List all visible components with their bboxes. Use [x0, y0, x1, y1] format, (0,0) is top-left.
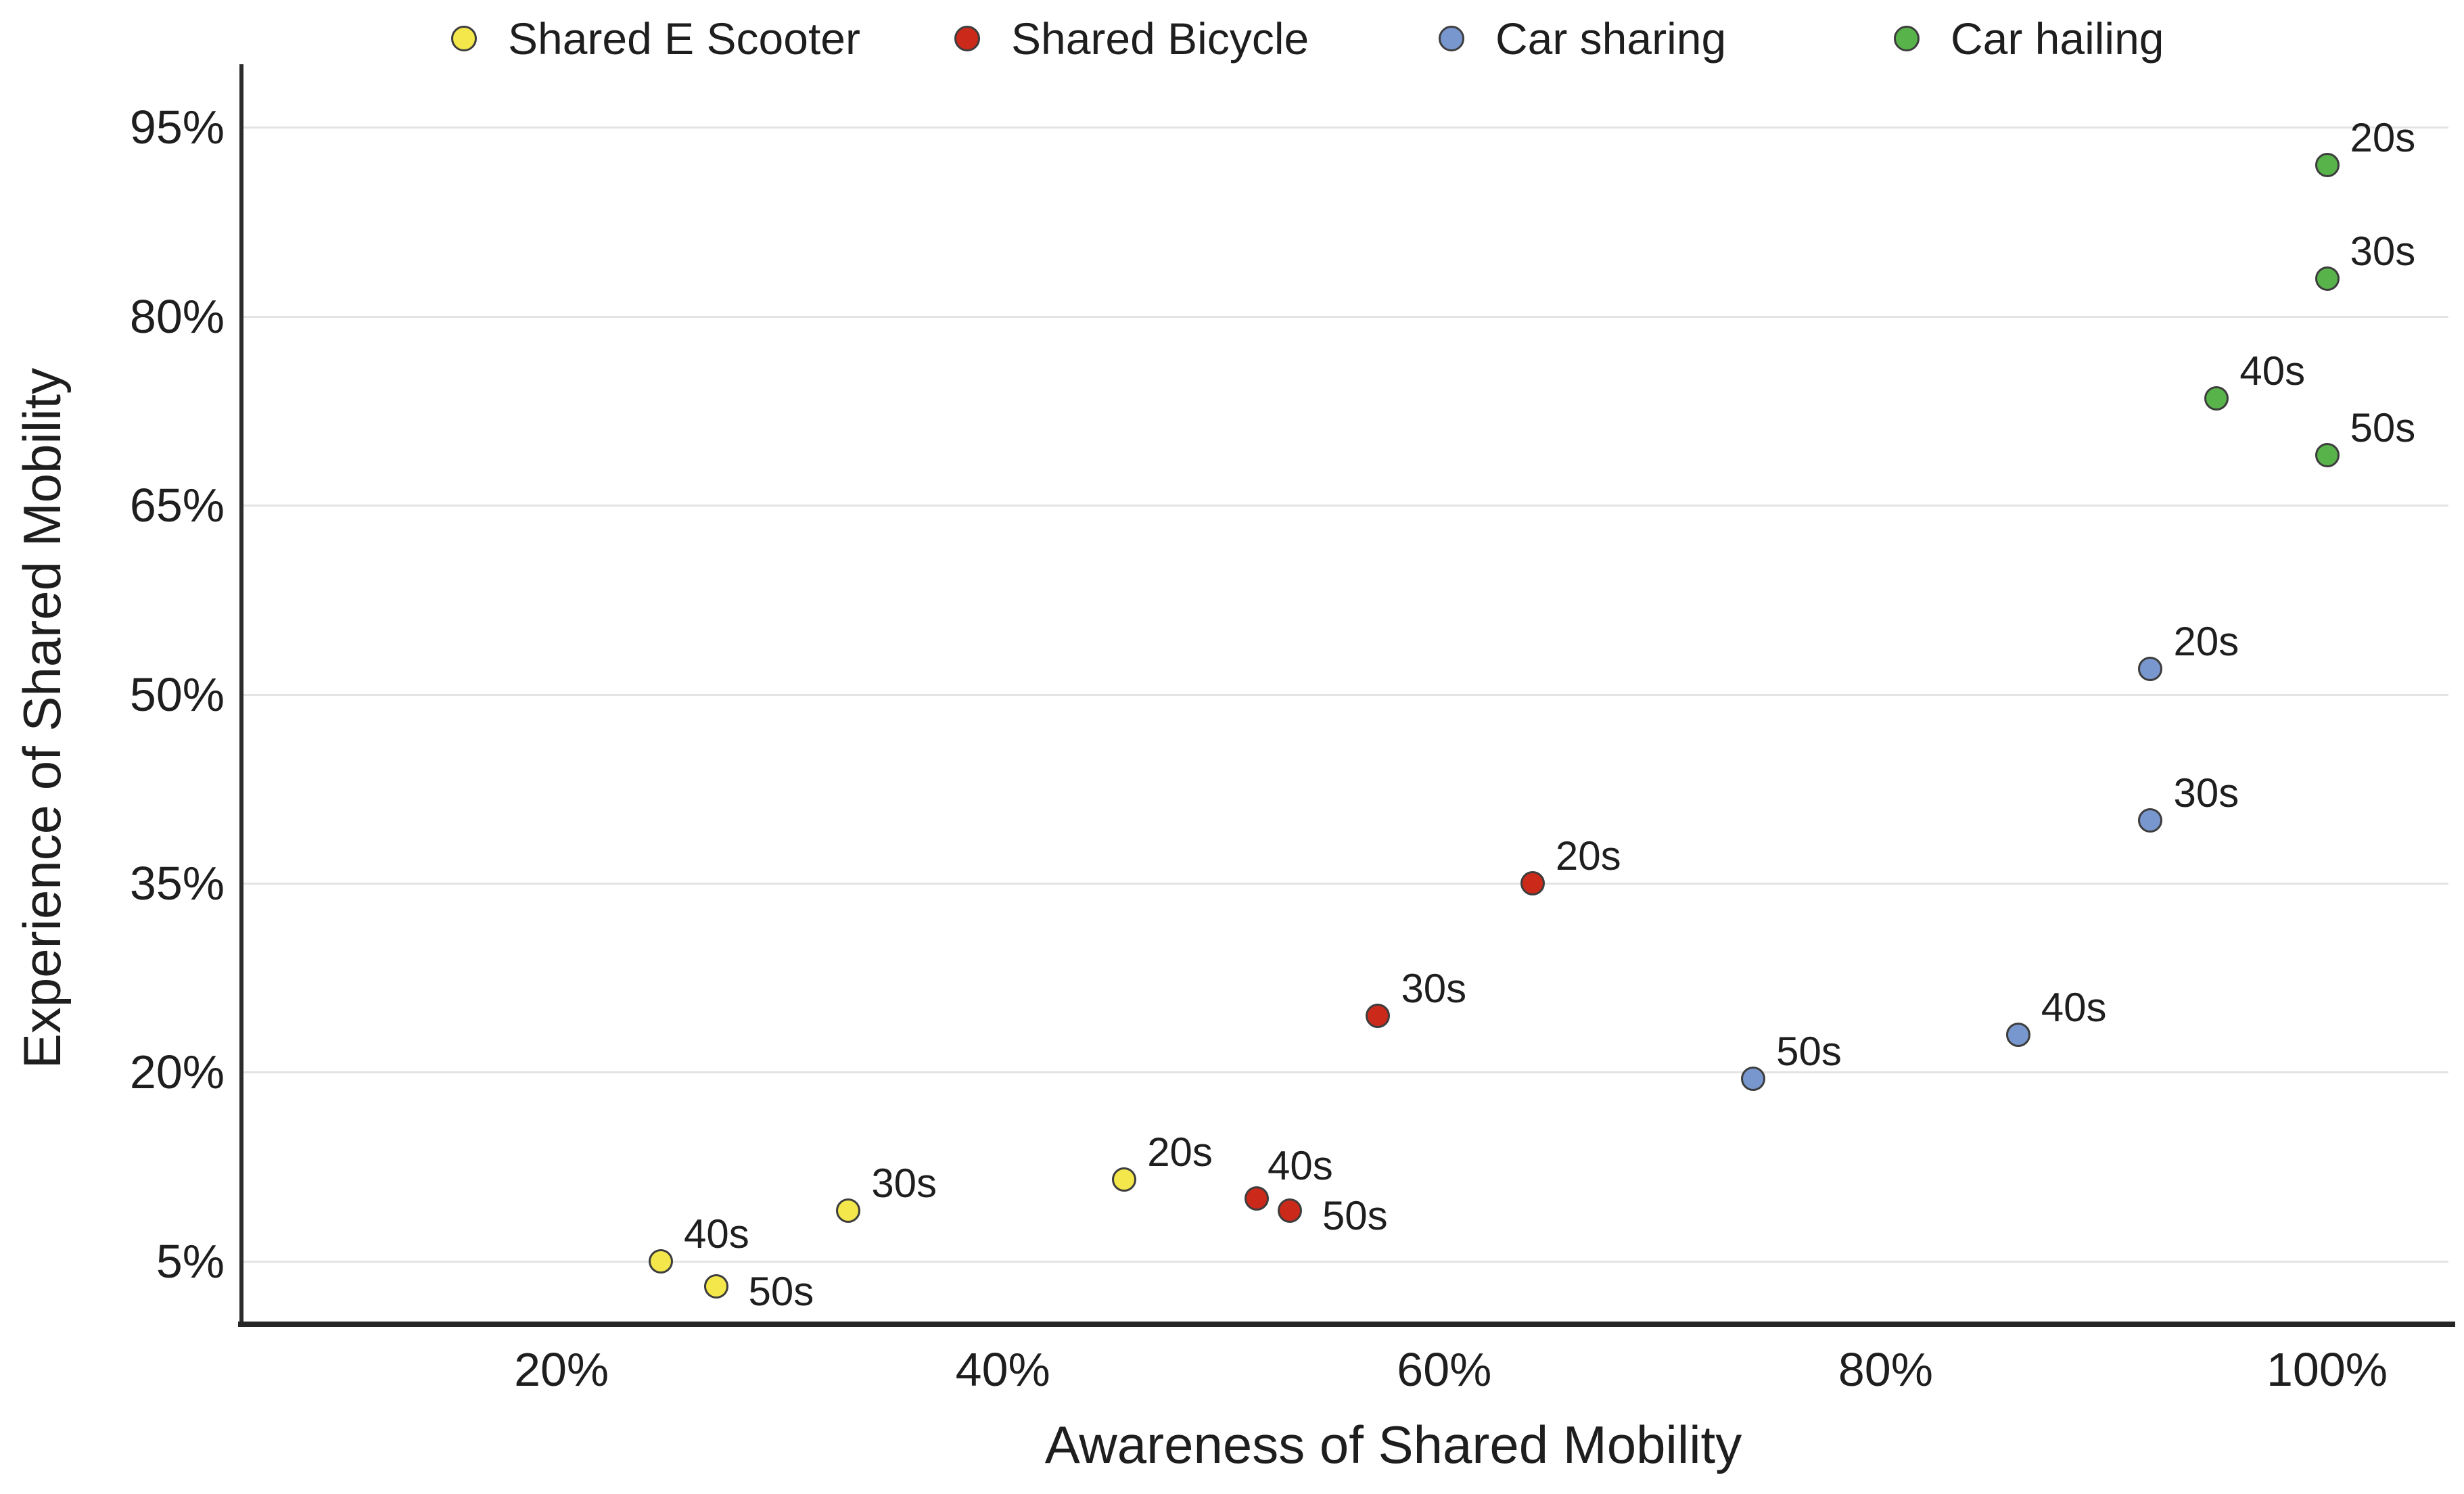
data-point-car-sharing-50s: [1741, 1066, 1766, 1091]
point-label-car-sharing-20s: 20s: [2173, 619, 2239, 665]
point-label-shared-e-scooter-50s: 50s: [748, 1269, 814, 1315]
gridline-y-65: [241, 505, 2448, 507]
point-label-car-hailing-40s: 40s: [2239, 348, 2306, 394]
gridline-y-5: [241, 1260, 2448, 1263]
x-axis-title: Awareness of Shared Mobility: [1044, 1415, 1742, 1474]
legend-marker-icon-shared-e-scooter: [451, 26, 477, 51]
data-point-shared-bicycle-30s: [1366, 1003, 1391, 1028]
data-point-car-sharing-40s: [2005, 1022, 2030, 1047]
legend-item-shared-e-scooter: Shared E Scooter: [451, 0, 860, 77]
x-tick-label-40: 40%: [955, 1343, 1050, 1396]
x-tick-label-100: 100%: [2267, 1343, 2388, 1396]
point-label-shared-bicycle-40s: 40s: [1267, 1142, 1333, 1188]
point-label-car-sharing-50s: 50s: [1776, 1028, 1842, 1074]
point-label-shared-e-scooter-20s: 20s: [1147, 1129, 1213, 1175]
data-point-car-sharing-20s: [2138, 657, 2163, 682]
legend: Shared E Scooter Shared Bicycle Car sharin…: [0, 0, 2464, 88]
x-axis-line: [238, 1322, 2455, 1327]
x-tick-label-20: 20%: [514, 1343, 609, 1396]
point-label-shared-e-scooter-30s: 30s: [871, 1161, 937, 1207]
point-label-shared-bicycle-50s: 50s: [1322, 1193, 1388, 1239]
y-tick-label-50: 50%: [129, 668, 225, 721]
legend-label-shared-bicycle: Shared Bicycle: [1011, 14, 1309, 64]
y-tick-label-65: 65%: [129, 479, 225, 532]
legend-marker-icon-car-hailing: [1894, 26, 1920, 51]
data-point-shared-bicycle-20s: [1520, 870, 1545, 895]
point-label-car-hailing-20s: 20s: [2350, 115, 2416, 161]
gridline-y-20: [241, 1071, 2448, 1074]
data-point-car-hailing-20s: [2315, 153, 2340, 178]
x-tick-label-80: 80%: [1838, 1343, 1933, 1396]
y-axis-title: Experience of Shared Mobility: [12, 367, 72, 1069]
y-tick-label-35: 35%: [129, 856, 225, 910]
point-label-shared-bicycle-30s: 30s: [1401, 965, 1467, 1011]
point-label-car-sharing-30s: 30s: [2173, 770, 2239, 816]
legend-label-car-sharing: Car sharing: [1495, 14, 1727, 64]
legend-marker-icon-shared-bicycle: [954, 26, 980, 51]
y-tick-label-80: 80%: [129, 289, 225, 343]
y-tick-label-5: 5%: [156, 1234, 225, 1288]
point-label-shared-e-scooter-40s: 40s: [683, 1211, 749, 1257]
legend-label-car-hailing: Car hailing: [1951, 14, 2164, 64]
legend-label-shared-e-scooter: Shared E Scooter: [508, 14, 860, 64]
x-tick-label-60: 60%: [1397, 1343, 1492, 1396]
y-axis-line: [239, 64, 243, 1327]
data-point-car-hailing-40s: [2204, 386, 2229, 411]
legend-item-car-sharing: Car sharing: [1439, 0, 1726, 77]
legend-marker-icon-car-sharing: [1439, 26, 1464, 51]
data-point-shared-e-scooter-30s: [836, 1198, 861, 1223]
gridline-y-50: [241, 693, 2448, 696]
data-point-car-sharing-30s: [2138, 808, 2163, 833]
legend-item-car-hailing: Car hailing: [1894, 0, 2164, 77]
data-point-shared-e-scooter-50s: [703, 1274, 728, 1299]
data-point-shared-bicycle-50s: [1277, 1198, 1302, 1223]
point-label-car-hailing-50s: 50s: [2350, 404, 2416, 450]
y-tick-label-20: 20%: [129, 1046, 225, 1099]
gridline-y-95: [241, 126, 2448, 129]
data-point-shared-e-scooter-20s: [1112, 1167, 1137, 1192]
data-point-shared-e-scooter-40s: [648, 1248, 673, 1274]
data-point-car-hailing-30s: [2315, 266, 2340, 291]
point-label-shared-bicycle-20s: 20s: [1555, 833, 1621, 879]
gridline-y-80: [241, 315, 2448, 318]
y-tick-label-95: 95%: [129, 101, 225, 154]
data-point-shared-bicycle-40s: [1244, 1186, 1269, 1211]
gridline-y-35: [241, 882, 2448, 885]
point-label-car-sharing-40s: 40s: [2041, 984, 2107, 1030]
data-point-car-hailing-50s: [2315, 442, 2340, 467]
point-label-car-hailing-30s: 30s: [2350, 228, 2416, 274]
legend-item-shared-bicycle: Shared Bicycle: [954, 0, 1309, 77]
